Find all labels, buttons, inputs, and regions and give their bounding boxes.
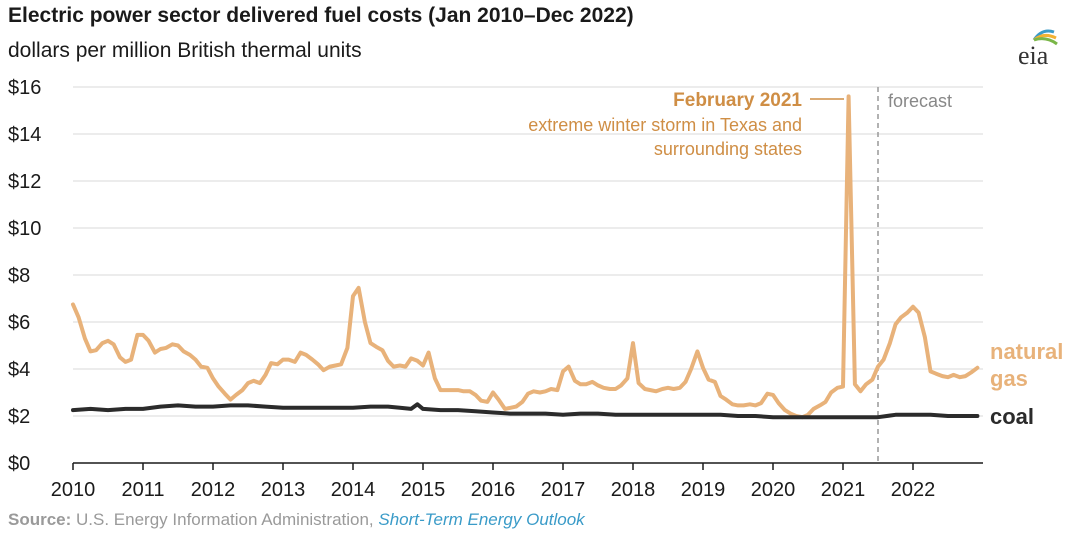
x-tick-label: 2013 bbox=[261, 479, 306, 501]
coal-line bbox=[71, 402, 980, 420]
coal-label: coal bbox=[990, 404, 1034, 429]
y-tick-label: $12 bbox=[8, 171, 41, 193]
series-lines bbox=[71, 94, 980, 420]
chart-title: Electric power sector delivered fuel cos… bbox=[8, 4, 634, 27]
x-tick-label: 2015 bbox=[401, 479, 446, 501]
y-tick-label: $10 bbox=[8, 218, 41, 240]
x-tick-label: 2022 bbox=[891, 479, 936, 501]
forecast-label: forecast bbox=[888, 91, 952, 111]
storm-annotation: February 2021 extreme winter storm in Tex… bbox=[528, 90, 844, 159]
x-tick-label: 2020 bbox=[751, 479, 796, 501]
source-note: Source: U.S. Energy Information Administ… bbox=[8, 510, 585, 530]
x-tick-label: 2014 bbox=[331, 479, 376, 501]
x-tick-label: 2016 bbox=[471, 479, 516, 501]
x-tick-label: 2010 bbox=[51, 479, 96, 501]
y-tick-label: $2 bbox=[8, 406, 30, 428]
eia-logo: eia bbox=[1004, 26, 1066, 70]
y-tick-label: $8 bbox=[8, 265, 30, 287]
source-label: Source: bbox=[8, 510, 72, 529]
y-tick-label: $4 bbox=[8, 359, 30, 381]
natural-gas-label-line2: gas bbox=[990, 366, 1028, 391]
y-tick-label: $0 bbox=[8, 453, 30, 475]
natural-gas-label-line1: natural bbox=[990, 339, 1063, 364]
natural-gas-line bbox=[71, 94, 980, 420]
x-tick-label: 2017 bbox=[541, 479, 586, 501]
y-tick-label: $6 bbox=[8, 312, 30, 334]
source-text: U.S. Energy Information Administration, bbox=[71, 510, 379, 529]
eia-logo-icon: eia bbox=[1018, 29, 1058, 70]
y-axis-ticks: $0 $2 $4 $6 $8 $10 $12 $14 $16 bbox=[8, 77, 41, 475]
x-tick-label: 2019 bbox=[681, 479, 726, 501]
forecast-marker: forecast bbox=[877, 87, 952, 463]
annotation-text-line2: surrounding states bbox=[654, 139, 802, 159]
x-tick-label: 2018 bbox=[611, 479, 656, 501]
y-tick-label: $14 bbox=[8, 124, 41, 146]
annotation-title: February 2021 bbox=[673, 90, 802, 111]
chart-subtitle: dollars per million British thermal unit… bbox=[8, 39, 362, 62]
annotation-text-line1: extreme winter storm in Texas and bbox=[528, 115, 802, 135]
x-tick-label: 2012 bbox=[191, 479, 236, 501]
x-tick-label: 2021 bbox=[821, 479, 866, 501]
eia-logo-text: eia bbox=[1018, 41, 1049, 70]
source-link[interactable]: Short-Term Energy Outlook bbox=[378, 510, 585, 529]
x-axis-ticks: 2010 2011 2012 2013 2014 2015 2016 2017 2018 2019… bbox=[51, 463, 936, 501]
x-tick-label: 2011 bbox=[121, 479, 164, 501]
y-tick-label: $16 bbox=[8, 77, 41, 99]
